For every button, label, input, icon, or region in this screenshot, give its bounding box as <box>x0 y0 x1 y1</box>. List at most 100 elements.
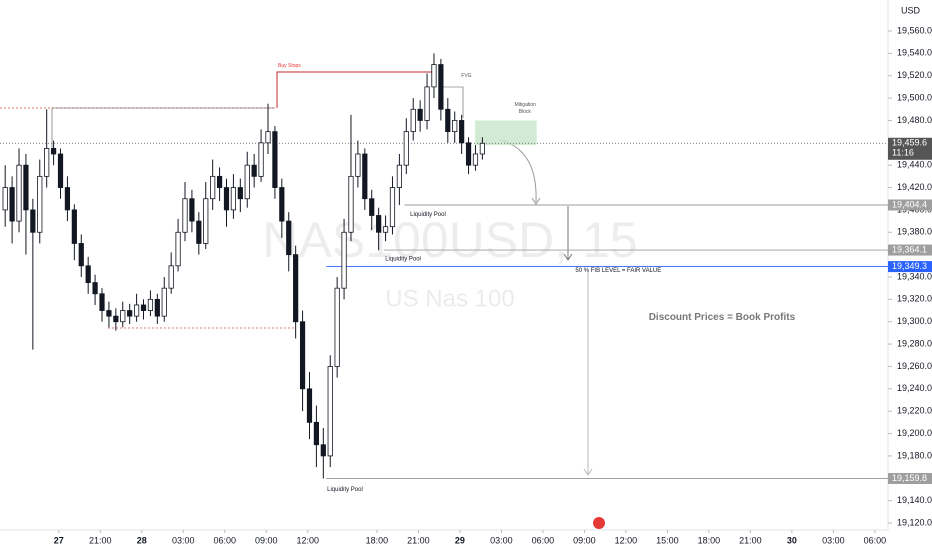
candle-body <box>223 187 230 211</box>
buy-stops-line <box>276 71 435 108</box>
candle-body <box>16 164 22 222</box>
candle-body <box>44 148 50 177</box>
candle-body <box>182 198 188 233</box>
y-tick-label: 19,300.0 <box>897 316 932 326</box>
annotation: Block <box>519 109 532 115</box>
candle-body <box>396 164 402 188</box>
candle-body <box>258 142 264 177</box>
candle-body <box>313 421 320 446</box>
annotation: 50 % FIB LEVEL = FAIR VALUE <box>575 268 661 274</box>
candle-body <box>452 120 458 133</box>
candle-body <box>369 198 375 216</box>
candle-body <box>424 86 430 121</box>
y-tick-label: 19,260.0 <box>897 361 932 371</box>
y-tick-label: 19,520.0 <box>897 70 932 80</box>
candle-body <box>85 265 91 283</box>
y-tick-label: 19,320.0 <box>897 294 932 304</box>
watermark: NAS100USD, 15 <box>262 212 637 268</box>
x-tick-label: 21:00 <box>739 535 762 545</box>
x-tick-label: 28 <box>137 535 147 545</box>
candle-body <box>376 215 382 233</box>
x-tick-label: 15:00 <box>656 535 679 545</box>
candle-body <box>9 187 15 222</box>
y-tick-label: 19,540.0 <box>897 48 932 58</box>
price-label-box <box>888 137 932 160</box>
candle-body <box>341 231 347 289</box>
candle-body <box>203 198 209 244</box>
candle-body <box>417 108 423 121</box>
price-label-box <box>888 244 932 256</box>
price-label: 19,459.6 <box>892 138 927 148</box>
x-tick-label: 06:00 <box>214 535 237 545</box>
x-tick-label: 03:00 <box>822 535 845 545</box>
price-label-box <box>888 472 932 484</box>
x-tick-label: 12:00 <box>296 535 319 545</box>
annotation: Mitigation <box>515 102 537 108</box>
candle-body <box>175 231 181 267</box>
candle-body <box>327 366 333 457</box>
candle-body <box>431 64 437 88</box>
candle-body <box>147 298 154 311</box>
annotation: Liquidity Pool <box>385 257 421 263</box>
annotation: Liquidity Pool <box>410 212 446 218</box>
annotation: Buy Stops <box>278 63 301 69</box>
candle-body <box>230 187 237 211</box>
x-tick-label: 09:00 <box>255 535 278 545</box>
y-tick-label: 19,380.0 <box>897 227 932 237</box>
candle-body <box>479 142 485 155</box>
arrow-head <box>563 253 573 261</box>
x-tick-label: 06:00 <box>864 535 887 545</box>
candle-body <box>50 148 57 155</box>
candle-body <box>279 187 285 222</box>
candle-body <box>237 187 243 200</box>
countdown: 11:16 <box>892 148 914 158</box>
candle-body <box>320 444 326 457</box>
candle-body <box>30 209 36 233</box>
candle-body <box>154 298 160 317</box>
candle-body <box>244 164 250 200</box>
candle-body <box>348 175 354 233</box>
arrow-head <box>583 468 593 476</box>
swing-line <box>51 107 275 150</box>
candle-body <box>120 310 126 323</box>
candle-body <box>210 175 216 200</box>
price-label: 19,159.8 <box>892 473 927 483</box>
y-tick-label: 19,200.0 <box>897 428 932 438</box>
candle-body <box>389 187 396 228</box>
candle-body <box>113 315 119 323</box>
candle-body <box>161 287 167 317</box>
price-label: 19,404.4 <box>892 199 927 209</box>
x-tick-label: 30 <box>787 535 797 545</box>
candle-body <box>465 142 472 166</box>
y-tick-label: 19,440.0 <box>897 160 932 170</box>
candle-body <box>410 108 416 133</box>
candle-body <box>37 175 43 233</box>
event-icon[interactable] <box>593 517 605 529</box>
candle-body <box>140 304 147 311</box>
candle-body <box>445 108 451 133</box>
candle-body <box>306 388 313 423</box>
candle-body <box>472 153 479 166</box>
annotation: FVG <box>461 73 471 79</box>
candle-body <box>133 304 140 317</box>
y-tick-label: 19,480.0 <box>897 115 932 125</box>
x-tick-label: 21:00 <box>89 535 112 545</box>
price-label: 19,364.1 <box>892 244 927 254</box>
candle-body <box>362 153 368 200</box>
y-tick-label: 19,420.0 <box>897 182 932 192</box>
candle-body <box>57 153 64 188</box>
price-label-box <box>888 199 932 211</box>
candle-body <box>99 293 105 311</box>
x-tick-label: 03:00 <box>490 535 513 545</box>
y-tick-label: 19,560.0 <box>897 25 932 35</box>
candle-body <box>355 153 361 177</box>
y-tick-label: 19,280.0 <box>897 338 932 348</box>
x-tick-label: 29 <box>455 535 465 545</box>
y-tick-label: 19,120.0 <box>897 517 932 527</box>
candle-body <box>251 164 257 177</box>
candle-body <box>168 265 174 289</box>
candle-body <box>23 164 29 211</box>
x-tick-label: 18:00 <box>698 535 721 545</box>
candle-body <box>92 282 98 295</box>
y-tick-label: 19,500.0 <box>897 92 932 102</box>
